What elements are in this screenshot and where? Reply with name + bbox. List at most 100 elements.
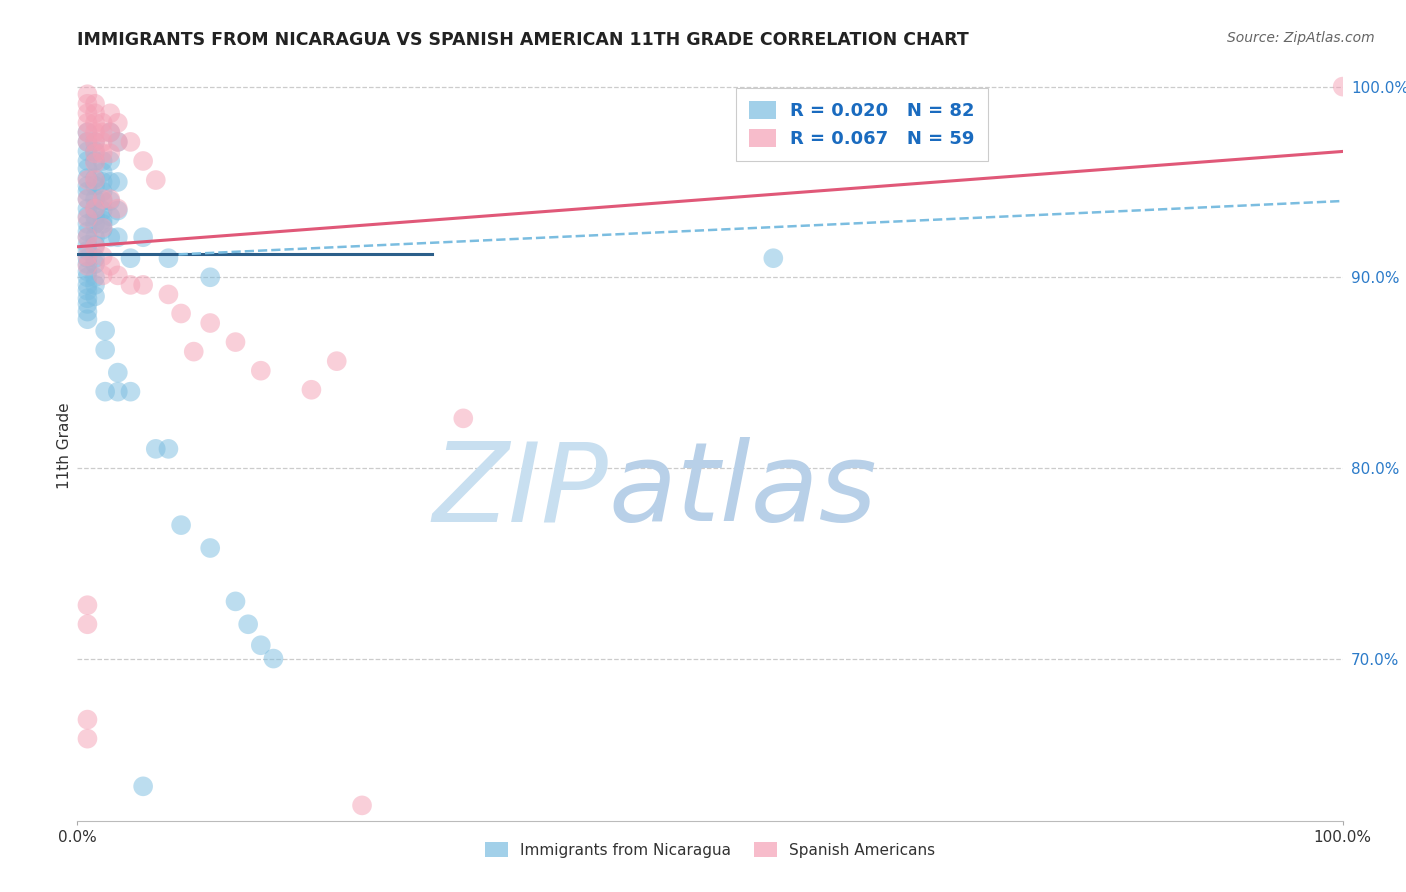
Point bbox=[107, 366, 129, 380]
Point bbox=[76, 171, 98, 186]
Point bbox=[84, 156, 107, 170]
Point bbox=[84, 230, 107, 244]
Point bbox=[98, 125, 121, 139]
Point bbox=[76, 230, 98, 244]
Point bbox=[132, 277, 155, 292]
Point bbox=[84, 153, 107, 168]
Point bbox=[84, 257, 107, 271]
Point bbox=[76, 153, 98, 168]
Point bbox=[94, 324, 117, 338]
Point bbox=[76, 297, 98, 311]
Point bbox=[91, 249, 114, 263]
Point bbox=[91, 268, 114, 283]
Point bbox=[76, 230, 98, 244]
Point bbox=[98, 125, 121, 139]
Point bbox=[98, 259, 121, 273]
Point bbox=[107, 135, 129, 149]
Point bbox=[76, 270, 98, 285]
Legend: Immigrants from Nicaragua, Spanish Americans: Immigrants from Nicaragua, Spanish Ameri… bbox=[477, 834, 943, 865]
Point bbox=[76, 312, 98, 326]
Point bbox=[84, 116, 107, 130]
Point bbox=[200, 541, 222, 555]
Point bbox=[76, 125, 98, 139]
Point bbox=[84, 106, 107, 120]
Text: Source: ZipAtlas.com: Source: ZipAtlas.com bbox=[1227, 31, 1375, 45]
Point bbox=[76, 135, 98, 149]
Point bbox=[91, 135, 114, 149]
Point bbox=[76, 225, 98, 239]
Point bbox=[84, 238, 107, 252]
Point bbox=[76, 238, 98, 252]
Point bbox=[84, 202, 107, 216]
Point bbox=[94, 384, 117, 399]
Point bbox=[76, 284, 98, 298]
Point bbox=[76, 291, 98, 305]
Point bbox=[76, 192, 98, 206]
Point bbox=[84, 270, 107, 285]
Point bbox=[76, 598, 98, 612]
Point bbox=[84, 96, 107, 111]
Point bbox=[76, 209, 98, 223]
Point bbox=[132, 230, 155, 244]
Point bbox=[91, 125, 114, 139]
Point bbox=[84, 173, 107, 187]
Point bbox=[76, 731, 98, 746]
Point bbox=[84, 171, 107, 186]
Point bbox=[76, 125, 98, 139]
Point bbox=[107, 230, 129, 244]
Point bbox=[200, 270, 222, 285]
Point bbox=[91, 220, 114, 235]
Point bbox=[84, 202, 107, 216]
Point bbox=[325, 354, 349, 368]
Point bbox=[98, 194, 121, 208]
Point bbox=[84, 135, 107, 149]
Point bbox=[84, 135, 107, 149]
Point bbox=[145, 173, 167, 187]
Point bbox=[84, 251, 107, 265]
Point bbox=[84, 277, 107, 292]
Point bbox=[98, 209, 121, 223]
Point bbox=[91, 116, 114, 130]
Point bbox=[107, 175, 129, 189]
Point bbox=[145, 442, 167, 456]
Point bbox=[238, 617, 260, 632]
Point bbox=[76, 178, 98, 193]
Point bbox=[76, 217, 98, 231]
Point bbox=[132, 780, 155, 794]
Point bbox=[84, 217, 107, 231]
Point bbox=[91, 153, 114, 168]
Point bbox=[1331, 79, 1354, 94]
Point bbox=[107, 268, 129, 283]
Point bbox=[91, 203, 114, 218]
Point bbox=[107, 202, 129, 216]
Point bbox=[250, 638, 273, 652]
Point bbox=[453, 411, 475, 425]
Point bbox=[76, 116, 98, 130]
Point bbox=[76, 211, 98, 226]
Point bbox=[76, 192, 98, 206]
Point bbox=[76, 161, 98, 176]
Point bbox=[91, 165, 114, 179]
Point bbox=[76, 249, 98, 263]
Point bbox=[120, 277, 142, 292]
Point bbox=[98, 175, 121, 189]
Point bbox=[98, 146, 121, 161]
Point bbox=[132, 153, 155, 168]
Point bbox=[91, 217, 114, 231]
Point bbox=[76, 202, 98, 216]
Point bbox=[762, 251, 785, 265]
Point bbox=[76, 145, 98, 159]
Point bbox=[76, 713, 98, 727]
Point bbox=[76, 106, 98, 120]
Text: IMMIGRANTS FROM NICARAGUA VS SPANISH AMERICAN 11TH GRADE CORRELATION CHART: IMMIGRANTS FROM NICARAGUA VS SPANISH AME… bbox=[77, 31, 969, 49]
Point bbox=[91, 213, 114, 227]
Point bbox=[91, 192, 114, 206]
Point bbox=[84, 289, 107, 303]
Point bbox=[200, 316, 222, 330]
Point bbox=[170, 518, 193, 533]
Point bbox=[91, 194, 114, 208]
Point bbox=[170, 306, 193, 320]
Point bbox=[352, 798, 374, 813]
Point bbox=[98, 106, 121, 120]
Point bbox=[76, 185, 98, 199]
